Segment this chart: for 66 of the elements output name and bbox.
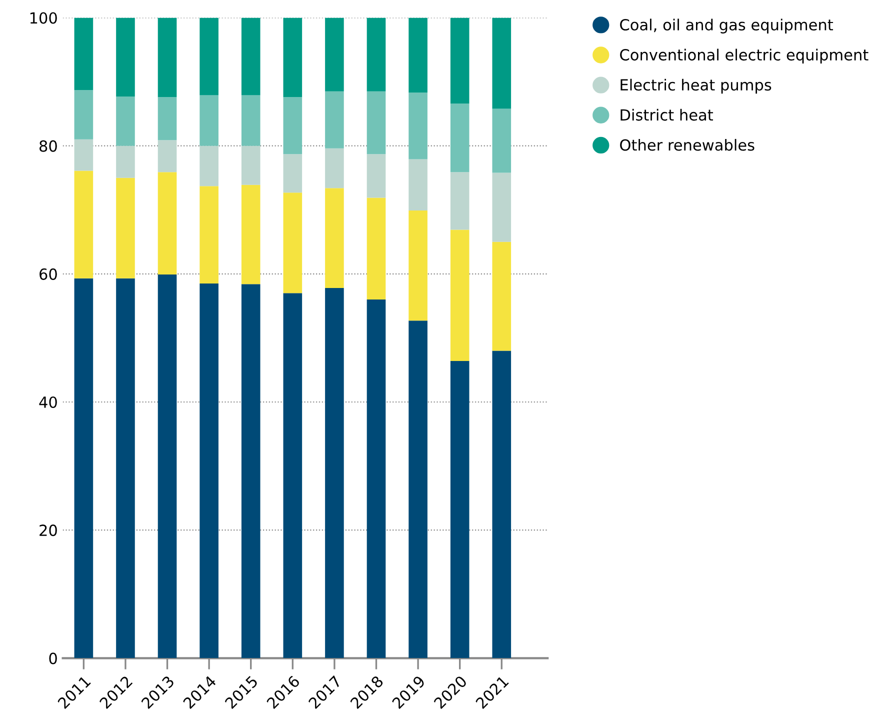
bar <box>492 242 512 351</box>
bar <box>366 198 386 300</box>
bar <box>241 184 260 284</box>
legend-label: Electric heat pumps <box>620 78 772 94</box>
bar <box>366 91 386 154</box>
bar <box>74 278 94 658</box>
y-tick-label: 100 <box>30 12 57 24</box>
bar <box>325 188 344 288</box>
bar <box>116 146 135 178</box>
bar <box>116 178 135 278</box>
y-tick-label: 60 <box>40 268 57 280</box>
bar <box>200 146 218 186</box>
bar <box>241 284 260 658</box>
y-tick-label: 80 <box>40 140 57 152</box>
bar <box>158 172 177 275</box>
bar <box>200 284 218 658</box>
legend-label: Other renewables <box>620 138 754 151</box>
bar <box>492 18 512 109</box>
bar <box>158 97 177 140</box>
bar <box>74 170 94 278</box>
bar <box>366 18 386 92</box>
bar <box>450 18 470 104</box>
legend-label: Conventional electric equipment <box>620 48 868 64</box>
bar <box>492 350 512 658</box>
bar <box>283 192 302 294</box>
bar <box>366 154 386 198</box>
bar <box>325 91 344 148</box>
bar <box>283 18 302 98</box>
bar <box>450 104 470 172</box>
bar <box>116 18 135 97</box>
y-tick-label: 20 <box>40 524 57 536</box>
bar <box>325 18 344 92</box>
bar <box>158 274 177 658</box>
bar <box>74 90 94 140</box>
bar <box>200 18 218 96</box>
bar <box>283 97 302 154</box>
bar <box>366 300 386 658</box>
bar <box>408 92 428 160</box>
bar <box>241 18 260 96</box>
bar <box>158 18 177 98</box>
bar <box>325 148 344 188</box>
bar <box>74 18 94 90</box>
bar <box>200 95 218 146</box>
bar <box>325 288 344 658</box>
legend-label: District heat <box>620 108 714 121</box>
bar <box>408 320 428 658</box>
bar <box>158 140 177 172</box>
y-tick-label: 0 <box>49 652 57 664</box>
bar <box>116 96 135 146</box>
bar <box>408 18 428 93</box>
bar <box>74 139 94 171</box>
bar <box>241 146 260 185</box>
bar <box>450 361 470 658</box>
bar <box>200 186 218 284</box>
bar <box>492 172 512 242</box>
bar <box>450 230 470 362</box>
bar <box>408 210 428 321</box>
y-tick-label: 40 <box>39 396 57 408</box>
bar <box>492 108 512 173</box>
bar <box>283 154 302 193</box>
legend-label: Coal, oil and gas equipment <box>620 18 834 34</box>
bar <box>408 159 428 211</box>
bar <box>241 95 260 146</box>
bar <box>450 172 470 230</box>
bar <box>283 293 302 658</box>
bar <box>116 278 135 658</box>
